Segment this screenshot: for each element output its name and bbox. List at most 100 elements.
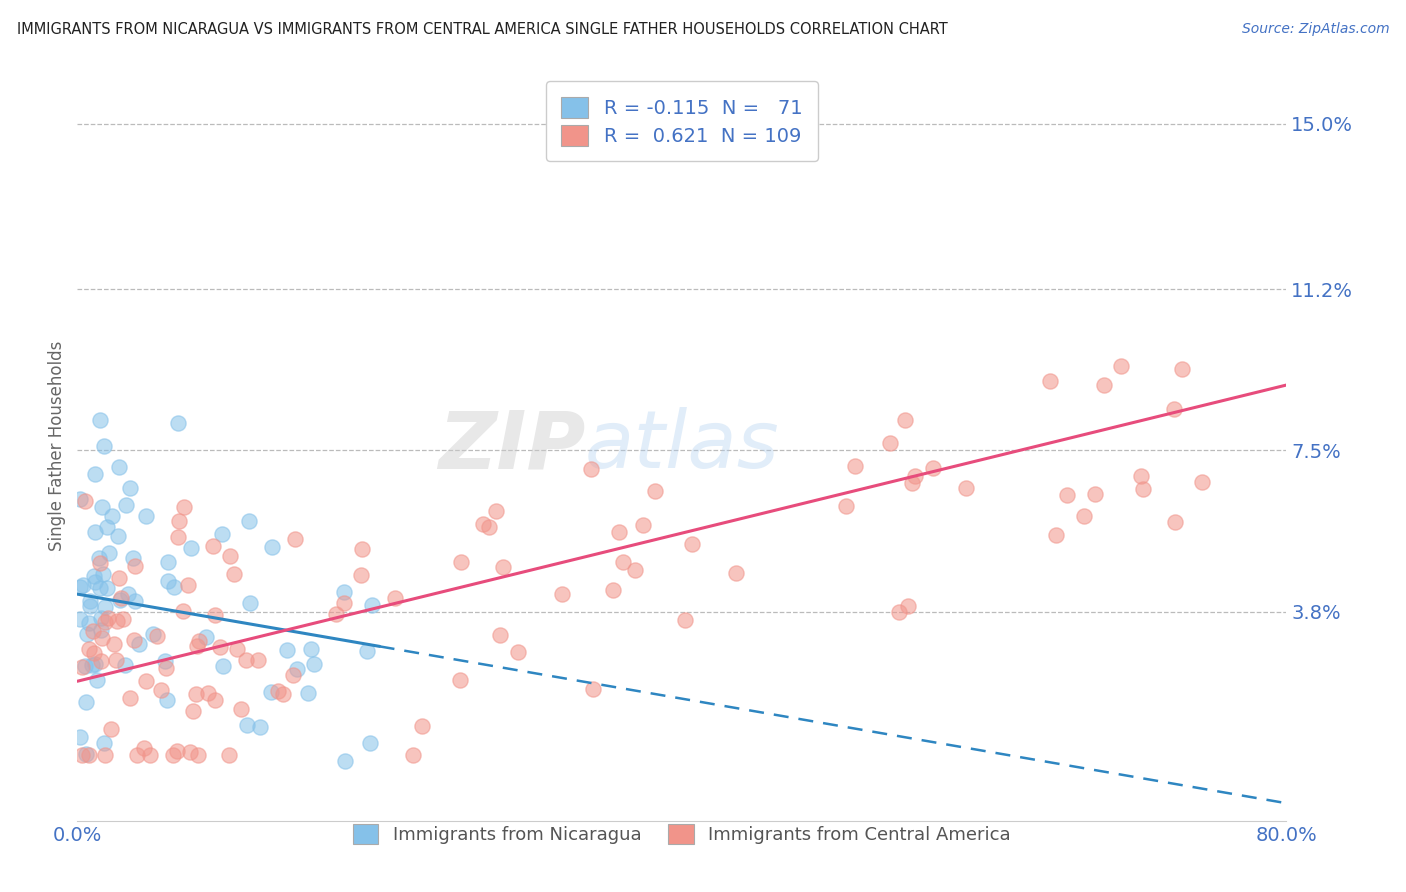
Point	[551, 587, 574, 601]
Point	[96, 520, 118, 534]
Point	[90, 500, 112, 514]
Point	[75, 747, 97, 762]
Point	[276, 642, 298, 657]
Point	[284, 533, 307, 547]
Point	[673, 613, 696, 627]
Point	[229, 702, 252, 716]
Point	[384, 591, 406, 605]
Point	[149, 683, 172, 698]
Point	[285, 662, 308, 676]
Point	[77, 642, 100, 657]
Point	[235, 653, 257, 667]
Point	[98, 546, 121, 560]
Point	[104, 653, 127, 667]
Point	[73, 494, 96, 508]
Point	[335, 754, 357, 768]
Point	[90, 624, 112, 638]
Point	[89, 413, 111, 427]
Point	[1084, 487, 1107, 501]
Point	[955, 481, 977, 495]
Point	[488, 628, 510, 642]
Point	[122, 632, 145, 647]
Point	[283, 667, 305, 681]
Point	[260, 540, 283, 554]
Point	[267, 684, 290, 698]
Point	[110, 593, 132, 607]
Point	[90, 611, 112, 625]
Point	[582, 681, 605, 696]
Point	[1039, 374, 1062, 388]
Point	[333, 597, 356, 611]
Point	[1164, 515, 1187, 529]
Point	[204, 607, 226, 622]
Point	[202, 539, 225, 553]
Point	[325, 607, 347, 622]
Point	[887, 606, 910, 620]
Point	[79, 599, 101, 614]
Point	[96, 582, 118, 596]
Point	[93, 736, 115, 750]
Point	[120, 691, 142, 706]
Point	[162, 748, 184, 763]
Point	[249, 720, 271, 734]
Point	[624, 563, 647, 577]
Point	[302, 657, 325, 672]
Point	[299, 642, 322, 657]
Point	[69, 731, 91, 745]
Point	[401, 748, 423, 763]
Point	[118, 482, 141, 496]
Point	[83, 569, 105, 583]
Point	[222, 566, 245, 581]
Point	[73, 658, 96, 673]
Point	[485, 503, 508, 517]
Point	[117, 587, 139, 601]
Point	[100, 723, 122, 737]
Point	[360, 599, 382, 613]
Point	[612, 556, 634, 570]
Point	[472, 517, 495, 532]
Point	[246, 652, 269, 666]
Point	[607, 524, 630, 539]
Point	[135, 508, 157, 523]
Point	[186, 640, 208, 654]
Point	[70, 660, 93, 674]
Point	[77, 748, 100, 763]
Point	[478, 520, 501, 534]
Point	[105, 614, 128, 628]
Point	[260, 685, 283, 699]
Point	[167, 416, 190, 430]
Point	[94, 615, 117, 629]
Text: IMMIGRANTS FROM NICARAGUA VS IMMIGRANTS FROM CENTRAL AMERICA SINGLE FATHER HOUSE: IMMIGRANTS FROM NICARAGUA VS IMMIGRANTS …	[17, 22, 948, 37]
Point	[93, 748, 115, 763]
Point	[93, 439, 115, 453]
Point	[1045, 528, 1067, 542]
Point	[359, 736, 381, 750]
Point	[128, 637, 150, 651]
Point	[69, 492, 91, 507]
Point	[1092, 377, 1115, 392]
Point	[155, 661, 177, 675]
Point	[195, 630, 218, 644]
Point	[112, 612, 135, 626]
Point	[184, 687, 207, 701]
Point	[506, 645, 529, 659]
Point	[179, 745, 201, 759]
Point	[101, 508, 124, 523]
Point	[411, 719, 433, 733]
Point	[83, 646, 105, 660]
Point	[156, 574, 179, 588]
Point	[602, 582, 624, 597]
Point	[75, 695, 97, 709]
Point	[69, 580, 91, 594]
Point	[167, 530, 190, 544]
Point	[356, 643, 378, 657]
Point	[84, 524, 107, 539]
Point	[835, 499, 858, 513]
Point	[922, 461, 945, 475]
Point	[904, 468, 927, 483]
Point	[1191, 475, 1213, 490]
Point	[70, 748, 93, 763]
Point	[166, 744, 188, 758]
Point	[197, 686, 219, 700]
Point	[173, 500, 195, 515]
